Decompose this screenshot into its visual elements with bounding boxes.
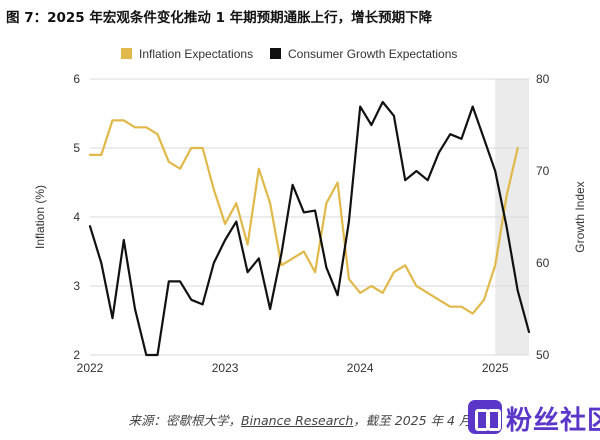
legend: Inflation Expectations Consumer Growth E… [121,47,457,61]
left-axis-title: Inflation (%) [33,185,47,249]
source-suffix: ，截至 2025 年 4 月 [353,413,472,428]
right-axis-title: Growth Index [573,181,587,252]
growth-series-line [88,100,531,357]
x-tick-label-2025: 2025 [482,361,509,375]
inflation-series-line [88,119,519,315]
left-tick-label-2: 2 [73,348,80,362]
figure-title: 图 7：2025 年宏观条件变化推动 1 年期预期通胀上行，增长预期下降 [6,10,433,26]
left-tick-label-3: 3 [73,279,80,293]
plot-area: 2 3 4 5 6 50 60 70 80 2022 2023 2024 2025 [73,72,549,375]
legend-swatch-growth [270,48,281,59]
legend-label-inflation: Inflation Expectations [139,47,253,61]
right-tick-label-60: 60 [536,256,550,270]
source-link[interactable]: Binance Research [241,413,354,428]
dual-axis-line-chart: Inflation Expectations Consumer Growth E… [33,47,587,375]
right-tick-label-80: 80 [536,72,550,86]
legend-label-growth: Consumer Growth Expectations [288,47,457,61]
legend-swatch-inflation [121,48,132,59]
source-prefix: 来源：密歇根大学， [128,413,242,428]
right-tick-label-50: 50 [536,348,550,362]
x-tick-label-2023: 2023 [212,361,239,375]
source-note: 来源：密歇根大学，Binance Research，截至 2025 年 4 月 [0,410,600,429]
left-tick-label-6: 6 [73,72,80,86]
right-tick-label-70: 70 [536,164,550,178]
x-tick-label-2024: 2024 [347,361,374,375]
left-tick-label-5: 5 [73,141,80,155]
left-tick-label-4: 4 [73,210,80,224]
x-tick-label-2022: 2022 [77,361,104,375]
